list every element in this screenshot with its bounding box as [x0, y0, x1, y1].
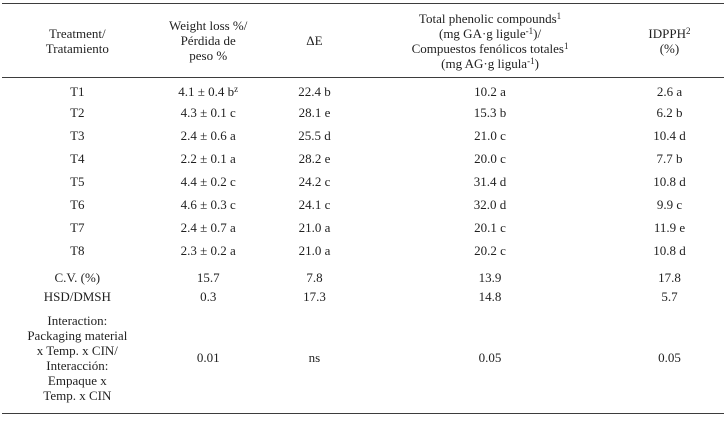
table-row-t7: T7 2.4 ± 0.7 a 21.0 a 20.1 c 11.9 e: [2, 216, 724, 239]
cell-phenolics: 13.9: [478, 269, 502, 285]
cell-idpph: 6.2 b: [656, 104, 683, 120]
cell-delta-e: 21.0 a: [298, 219, 331, 235]
cell-delta-e: ns: [308, 350, 321, 365]
cell-idpph: 7.7 b: [656, 150, 683, 166]
cell-idpph: 10.8 d: [653, 173, 686, 189]
table-body: T1 4.1 ± 0.4 bz 22.4 b 10.2 a 2.6 a T2 4.3 ± 0…: [2, 78, 724, 414]
cell-treatment: Interaction: Packaging material x Temp. x …: [27, 312, 128, 403]
cell-delta-e: 17.3: [303, 288, 326, 304]
cell-delta-e: 28.2 e: [298, 150, 331, 166]
cell-weight-loss: 0.3: [200, 288, 217, 304]
table-row-interaction: Interaction: Packaging material x Temp. x …: [2, 308, 724, 414]
cell-idpph: 10.8 d: [653, 242, 686, 258]
cell-phenolics: 20.0 c: [474, 150, 506, 166]
table-header: Treatment/Tratamiento Weight loss %/Pérdi…: [2, 3, 724, 78]
cell-treatment: T2: [70, 104, 85, 120]
table-row-t5: T5 4.4 ± 0.2 c 24.2 c 31.4 d 10.8 d: [2, 170, 724, 193]
column-header-weight-loss: Weight loss %/Pérdida de peso %: [152, 3, 264, 78]
cell-idpph: 10.4 d: [653, 127, 686, 143]
cell-phenolics: 32.0 d: [473, 196, 507, 212]
table-row-hsd: HSD/DMSH 0.3 17.3 14.8 5.7: [2, 285, 724, 308]
column-header-delta-e: ΔE: [263, 3, 366, 78]
cell-weight-loss: 2.2 ± 0.1 a: [180, 150, 236, 166]
cell-weight-loss: 2.4 ± 0.7 a: [180, 219, 236, 235]
cell-idpph: 2.6 a: [656, 84, 683, 100]
cell-phenolics: 21.0 c: [474, 127, 506, 143]
column-header-phenolics: Total phenolic compounds1 (mg GA·g ligule…: [365, 3, 615, 78]
cell-phenolics: 15.3 b: [473, 104, 507, 120]
cell-treatment: C.V. (%): [54, 269, 101, 285]
table-row-t4: T4 2.2 ± 0.1 a 28.2 e 20.0 c 7.7 b: [2, 147, 724, 170]
cell-phenolics: 14.8: [478, 288, 502, 304]
cell-phenolics: 20.2 c: [474, 242, 506, 258]
column-header-idpph: IDPPH2 (%): [614, 3, 724, 78]
cell-delta-e: 24.1 c: [298, 196, 331, 212]
table-row-t6: T6 4.6 ± 0.3 c 24.1 c 32.0 d 9.9 c: [2, 193, 724, 216]
cell-weight-loss: 4.3 ± 0.1 c: [180, 104, 236, 120]
cell-delta-e: 24.2 c: [298, 173, 331, 189]
cell-weight-loss: 2.4 ± 0.6 a: [180, 127, 236, 143]
cell-treatment: HSD/DMSH: [43, 288, 111, 304]
column-header-treatment: Treatment/Tratamiento: [2, 3, 153, 78]
cell-idpph: 9.9 c: [656, 196, 683, 212]
table-row-t1: T1 4.1 ± 0.4 bz 22.4 b 10.2 a 2.6 a: [2, 78, 724, 101]
cell-treatment: T7: [70, 219, 85, 235]
table-row-t2: T2 4.3 ± 0.1 c 28.1 e 15.3 b 6.2 b: [2, 101, 724, 124]
cell-weight-loss: 0.01: [196, 350, 220, 365]
cell-phenolics: 0.05: [478, 350, 502, 365]
cell-phenolics: 31.4 d: [473, 173, 507, 189]
table-row-t3: T3 2.4 ± 0.6 a 25.5 d 21.0 c 10.4 d: [2, 124, 724, 147]
cell-treatment: T3: [70, 127, 85, 143]
cell-idpph: 17.8: [658, 269, 681, 285]
cell-weight-loss: 4.4 ± 0.2 c: [180, 173, 236, 189]
cell-treatment: T1: [70, 84, 85, 100]
results-table: Treatment/Tratamiento Weight loss %/Pérdi…: [2, 3, 724, 414]
cell-idpph: 0.05: [658, 350, 681, 365]
cell-treatment: T6: [70, 196, 85, 212]
cell-idpph: 5.7: [661, 288, 678, 304]
header-row: Treatment/Tratamiento Weight loss %/Pérdi…: [2, 3, 724, 78]
cell-phenolics: 10.2 a: [474, 84, 506, 100]
cell-treatment: T8: [70, 242, 85, 258]
table-row-t8: T8 2.3 ± 0.2 a 21.0 a 20.2 c 10.8 d: [2, 239, 724, 262]
cell-weight-loss: 4.1 ± 0.4 bz: [178, 84, 239, 100]
cell-phenolics: 20.1 c: [474, 219, 506, 235]
cell-delta-e: 22.4 b: [298, 84, 331, 100]
cell-delta-e: 28.1 e: [298, 104, 331, 120]
cell-treatment: T5: [70, 173, 85, 189]
cell-weight-loss: 4.6 ± 0.3 c: [180, 196, 236, 212]
cell-weight-loss: 2.3 ± 0.2 a: [180, 242, 236, 258]
cell-delta-e: 25.5 d: [298, 127, 331, 143]
cell-weight-loss: 15.7: [196, 269, 220, 285]
cell-idpph: 11.9 e: [653, 219, 686, 235]
table-row-cv: C.V. (%) 15.7 7.8 13.9 17.8: [2, 262, 724, 285]
cell-delta-e: 21.0 a: [298, 242, 331, 258]
cell-treatment: T4: [70, 150, 85, 166]
cell-delta-e: 7.8: [306, 269, 323, 285]
